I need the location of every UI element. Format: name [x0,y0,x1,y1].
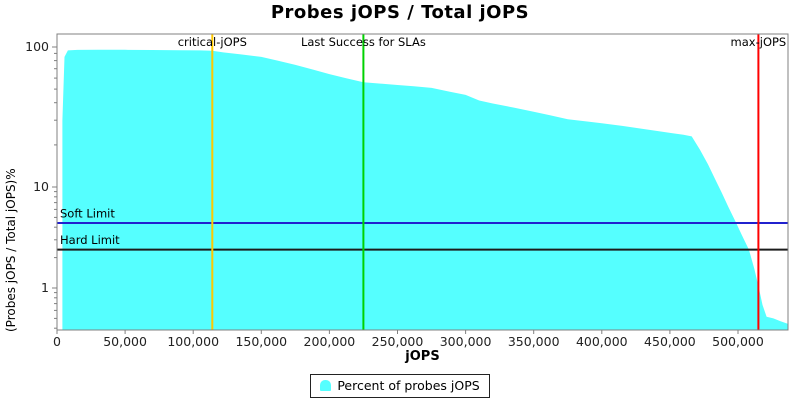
area-series [62,49,789,331]
x-tick-label: 250,000 [372,334,424,349]
marker-label: Last Success for SLAs [301,35,426,49]
legend: Percent of probes jOPS [0,374,800,398]
x-tick-label: 400,000 [576,334,628,349]
legend-box: Percent of probes jOPS [310,374,490,398]
marker-label: max-jOPS [731,35,787,49]
y-tick-label: 1 [41,280,49,295]
x-tick-label: 100,000 [167,334,219,349]
x-tick-label: 200,000 [304,334,356,349]
x-tick-label: 350,000 [508,334,560,349]
legend-label: Percent of probes jOPS [337,378,480,393]
area-series-swatch-icon [320,380,332,391]
x-tick-label: 450,000 [644,334,696,349]
y-tick-label: 100 [25,39,49,54]
y-tick-label: 10 [33,179,49,194]
plot-border [56,33,789,331]
limit-label: Hard Limit [60,233,120,247]
x-tick-label: 0 [53,334,61,349]
chart-title: Probes jOPS / Total jOPS [270,2,530,23]
x-axis-label: jOPS [405,349,440,364]
x-tick-label: 300,000 [440,334,492,349]
marker-label: critical-jOPS [178,35,247,49]
limit-label: Soft Limit [60,207,115,221]
x-tick-label: 50,000 [103,334,147,349]
x-tick-label: 150,000 [235,334,287,349]
x-tick-label: 500,000 [712,334,764,349]
